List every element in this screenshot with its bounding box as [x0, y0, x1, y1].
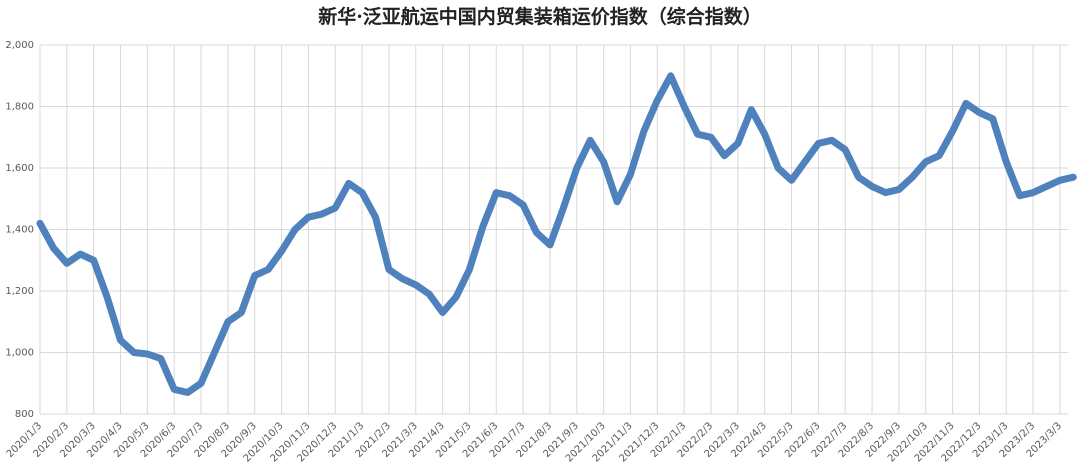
y-tick-label: 1,600 [5, 163, 34, 174]
chart-title: 新华·泛亚航运中国内贸集装箱运价指数（综合指数） [318, 5, 762, 28]
y-tick-label: 1,400 [5, 225, 34, 236]
y-tick-label: 1,200 [5, 286, 34, 297]
y-tick-label: 1,800 [5, 102, 34, 113]
y-tick-label: 800 [15, 409, 34, 420]
y-tick-label: 1,000 [5, 348, 34, 359]
y-tick-label: 2,000 [5, 40, 34, 51]
line-series [36, 72, 1077, 396]
